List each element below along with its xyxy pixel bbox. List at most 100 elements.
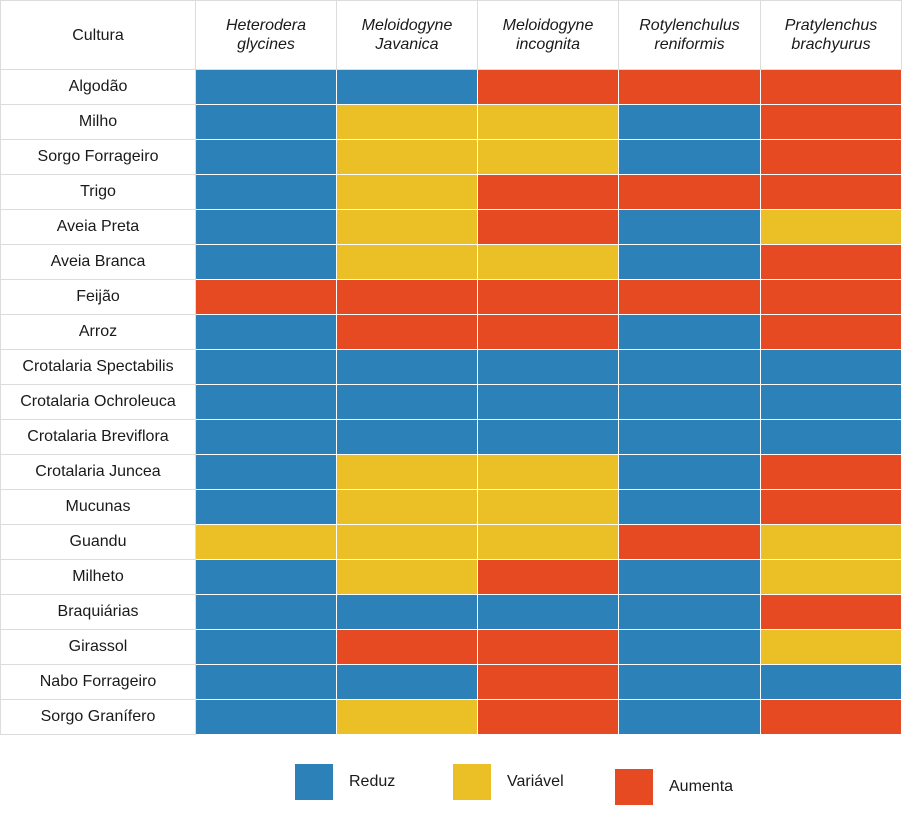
heatmap-cell <box>619 420 761 455</box>
heatmap-cell <box>337 105 478 140</box>
heatmap-cell <box>619 630 761 665</box>
row-label-crop: Milheto <box>0 560 196 595</box>
row-label-crop: Crotalaria Spectabilis <box>0 350 196 385</box>
heatmap-cell <box>337 315 478 350</box>
heatmap-cell <box>761 525 902 560</box>
legend-item: Variável <box>453 764 564 800</box>
heatmap-cell <box>337 245 478 280</box>
row-label-crop: Aveia Branca <box>0 245 196 280</box>
column-header-species: Pratylenchus brachyurus <box>761 0 902 70</box>
heatmap-cell <box>337 560 478 595</box>
heatmap-cell <box>761 420 902 455</box>
row-label-crop: Mucunas <box>0 490 196 525</box>
heatmap-cell <box>196 385 337 420</box>
heatmap-cell <box>619 140 761 175</box>
heatmap-cell <box>196 455 337 490</box>
heatmap-cell <box>478 70 619 105</box>
heatmap-cell <box>478 455 619 490</box>
legend-item: Reduz <box>295 764 395 800</box>
heatmap-cell <box>337 175 478 210</box>
heatmap-cell <box>619 700 761 735</box>
row-label-crop: Aveia Preta <box>0 210 196 245</box>
heatmap-cell <box>619 70 761 105</box>
heatmap-cell <box>196 420 337 455</box>
legend-label: Variável <box>507 773 564 790</box>
heatmap-cell <box>619 245 761 280</box>
heatmap-cell <box>478 280 619 315</box>
heatmap-cell <box>619 280 761 315</box>
heatmap-cell <box>619 315 761 350</box>
heatmap-cell <box>478 140 619 175</box>
heatmap-cell <box>761 175 902 210</box>
heatmap-cell <box>761 560 902 595</box>
heatmap-cell <box>478 315 619 350</box>
column-header-species: Meloidogyne incognita <box>478 0 619 70</box>
heatmap-cell <box>478 350 619 385</box>
heatmap-cell <box>337 595 478 630</box>
row-label-crop: Crotalaria Ochroleuca <box>0 385 196 420</box>
heatmap-cell <box>196 630 337 665</box>
heatmap-cell <box>761 210 902 245</box>
heatmap-cell <box>478 385 619 420</box>
heatmap-cell <box>761 105 902 140</box>
heatmap-cell <box>761 140 902 175</box>
heatmap-cell <box>196 210 337 245</box>
heatmap-cell <box>337 525 478 560</box>
heatmap-cell <box>478 175 619 210</box>
row-label-crop: Nabo Forrageiro <box>0 665 196 700</box>
heatmap-cell <box>619 455 761 490</box>
heatmap-cell <box>337 210 478 245</box>
row-label-crop: Milho <box>0 105 196 140</box>
legend-label: Reduz <box>349 773 396 790</box>
row-label-crop: Sorgo Granífero <box>0 700 196 735</box>
heatmap-cell <box>761 280 902 315</box>
heatmap-cell <box>619 175 761 210</box>
row-label-crop: Arroz <box>0 315 196 350</box>
column-header-species: Rotylenchulus reniformis <box>619 0 761 70</box>
heatmap-cell <box>478 105 619 140</box>
row-label-crop: Girassol <box>0 630 196 665</box>
row-label-crop: Trigo <box>0 175 196 210</box>
heatmap-cell <box>619 385 761 420</box>
heatmap-cell <box>761 595 902 630</box>
legend-swatch <box>615 769 653 805</box>
heatmap-cell <box>478 210 619 245</box>
heatmap-cell <box>196 595 337 630</box>
heatmap-cell <box>761 455 902 490</box>
heatmap-cell <box>478 595 619 630</box>
heatmap-cell <box>478 490 619 525</box>
row-label-crop: Feijão <box>0 280 196 315</box>
column-header-cultura: Cultura <box>0 0 196 70</box>
heatmap-cell <box>337 700 478 735</box>
row-label-crop: Crotalaria Breviflora <box>0 420 196 455</box>
heatmap-cell <box>619 665 761 700</box>
legend-item: Aumenta <box>615 769 733 805</box>
heatmap-cell <box>337 630 478 665</box>
heatmap-cell <box>196 315 337 350</box>
heatmap-cell <box>337 280 478 315</box>
heatmap-cell <box>478 560 619 595</box>
heatmap-cell <box>761 315 902 350</box>
heatmap-cell <box>337 420 478 455</box>
row-label-crop: Guandu <box>0 525 196 560</box>
heatmap-cell <box>196 490 337 525</box>
heatmap-cell <box>761 490 902 525</box>
row-label-crop: Sorgo Forrageiro <box>0 140 196 175</box>
heatmap-cell <box>196 350 337 385</box>
heatmap-cell <box>478 525 619 560</box>
heatmap-cell <box>196 280 337 315</box>
heatmap-cell <box>619 490 761 525</box>
heatmap-cell <box>478 665 619 700</box>
heatmap-cell <box>761 700 902 735</box>
row-label-crop: Algodão <box>0 70 196 105</box>
heatmap-cell <box>619 105 761 140</box>
heatmap-cell <box>196 105 337 140</box>
heatmap-cell <box>196 525 337 560</box>
column-header-species: Meloidogyne Javanica <box>337 0 478 70</box>
heatmap-cell <box>478 700 619 735</box>
heatmap-cell <box>337 455 478 490</box>
heatmap-cell <box>761 350 902 385</box>
heatmap-cell <box>337 350 478 385</box>
heatmap-cell <box>337 490 478 525</box>
heatmap-cell <box>196 665 337 700</box>
